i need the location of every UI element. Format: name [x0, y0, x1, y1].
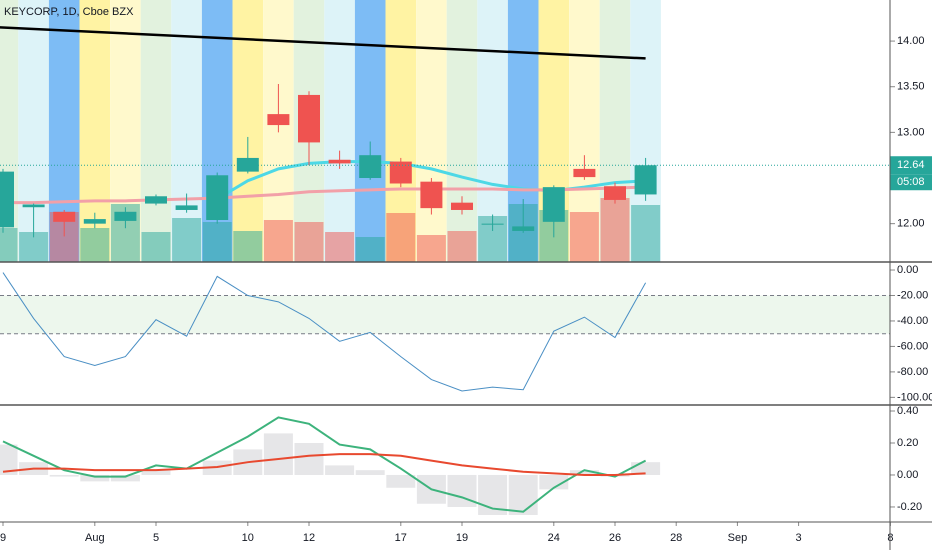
- y-tick-label: 13.50: [897, 81, 925, 93]
- y-tick-label: -0.20: [897, 501, 922, 513]
- y-tick-label: -100.00: [897, 391, 932, 403]
- x-tick-label: 26: [609, 532, 621, 544]
- x-tick-label: 19: [456, 532, 468, 544]
- countdown-box: [890, 174, 932, 191]
- chart-title: KEYCORP, 1D, Cboe BZX: [4, 6, 134, 18]
- candle-body: [389, 161, 412, 184]
- line: [2, 272, 647, 392]
- day-stripe: [140, 0, 172, 262]
- day-stripe: [324, 0, 355, 262]
- candle-body: [53, 211, 76, 222]
- volume-bar: [263, 220, 293, 262]
- countdown: 05:08: [897, 176, 925, 188]
- y-tick-label: 14.00: [897, 35, 925, 47]
- histogram-bar: [80, 474, 110, 482]
- x-tick-label: Aug: [85, 532, 105, 544]
- volume-bar: [416, 235, 446, 262]
- volume-bar: [80, 228, 110, 262]
- day-stripe: [416, 0, 447, 262]
- candle-body: [175, 205, 198, 210]
- plot-area: [0, 0, 890, 515]
- day-stripe: [232, 0, 264, 262]
- candle-body: [420, 181, 443, 209]
- y-tick-label: 0.20: [897, 437, 918, 449]
- volume-bar: [233, 231, 263, 262]
- histogram-bar: [263, 433, 293, 475]
- y-tick-label: 0.40: [897, 405, 918, 417]
- y-tick-label: 0.00: [897, 264, 918, 276]
- volume-bar: [0, 228, 18, 262]
- histogram-bar: [0, 444, 18, 475]
- volume-bar: [355, 237, 385, 262]
- volume-bar: [386, 213, 416, 262]
- x-tick-label: 17: [395, 532, 407, 544]
- day-stripe: [446, 0, 478, 262]
- level-band: [0, 295, 890, 334]
- candle-body: [512, 226, 535, 231]
- x-tick-label: 12: [303, 532, 315, 544]
- line: [2, 416, 647, 513]
- volume-bar: [631, 205, 661, 262]
- volume-bar: [600, 198, 630, 262]
- y-tick-label: 0.00: [897, 469, 918, 481]
- volume-bar: [569, 212, 599, 262]
- day-stripe: [354, 0, 386, 262]
- histogram-bar: [447, 474, 477, 507]
- candle-body: [451, 202, 473, 210]
- x-tick-label: 10: [242, 532, 254, 544]
- candle-body: [359, 155, 382, 179]
- x-tick-label: 9: [0, 532, 6, 544]
- trend-line: [0, 26, 646, 60]
- candle-body: [145, 196, 167, 204]
- y-tick-label: -20.00: [897, 289, 928, 301]
- x-tick-label: 3: [796, 532, 802, 544]
- candle-body: [83, 219, 106, 224]
- x-tick-label: 24: [548, 532, 560, 544]
- candle-body: [267, 114, 290, 126]
- candle-body: [114, 211, 137, 221]
- y-tick-label: -80.00: [897, 366, 928, 378]
- histogram-bar: [569, 470, 599, 475]
- line: [3, 185, 646, 205]
- histogram-bar: [294, 442, 324, 475]
- candle-body: [0, 171, 14, 228]
- x-tick-label: 28: [670, 532, 682, 544]
- histogram-bar: [141, 470, 171, 475]
- volume-bar: [447, 231, 477, 262]
- candle-body: [634, 165, 657, 195]
- histogram-bar: [508, 474, 538, 515]
- histogram-bar: [355, 470, 385, 475]
- candle-body: [573, 168, 596, 178]
- y-tick-label: -60.00: [897, 340, 928, 352]
- histogram-bar: [539, 474, 569, 490]
- candle-body: [22, 204, 45, 208]
- candle-body: [236, 157, 259, 172]
- histogram-bar: [110, 474, 140, 482]
- histogram-bar: [325, 465, 355, 475]
- candle-body: [298, 94, 320, 143]
- candle-body: [206, 175, 229, 221]
- price-label-box: [890, 156, 932, 175]
- volume-bar: [141, 232, 171, 262]
- candle-body: [481, 223, 504, 225]
- y-tick-label: 13.00: [897, 126, 925, 138]
- x-tick-label: 5: [153, 532, 159, 544]
- histogram-bar: [49, 474, 79, 477]
- volume-bar: [325, 232, 355, 262]
- candle-body: [604, 186, 626, 200]
- price-label: 12.64: [897, 159, 925, 171]
- volume-bar: [294, 222, 324, 262]
- candle-body: [542, 187, 565, 222]
- volume-bar: [172, 218, 202, 262]
- x-tick-label: Sep: [728, 532, 748, 544]
- y-tick-label: 12.00: [897, 218, 925, 230]
- histogram-bar: [386, 474, 416, 488]
- line: [2, 453, 646, 476]
- volume-bar: [202, 222, 232, 262]
- y-tick-label: -40.00: [897, 315, 928, 327]
- candle-body: [328, 159, 351, 164]
